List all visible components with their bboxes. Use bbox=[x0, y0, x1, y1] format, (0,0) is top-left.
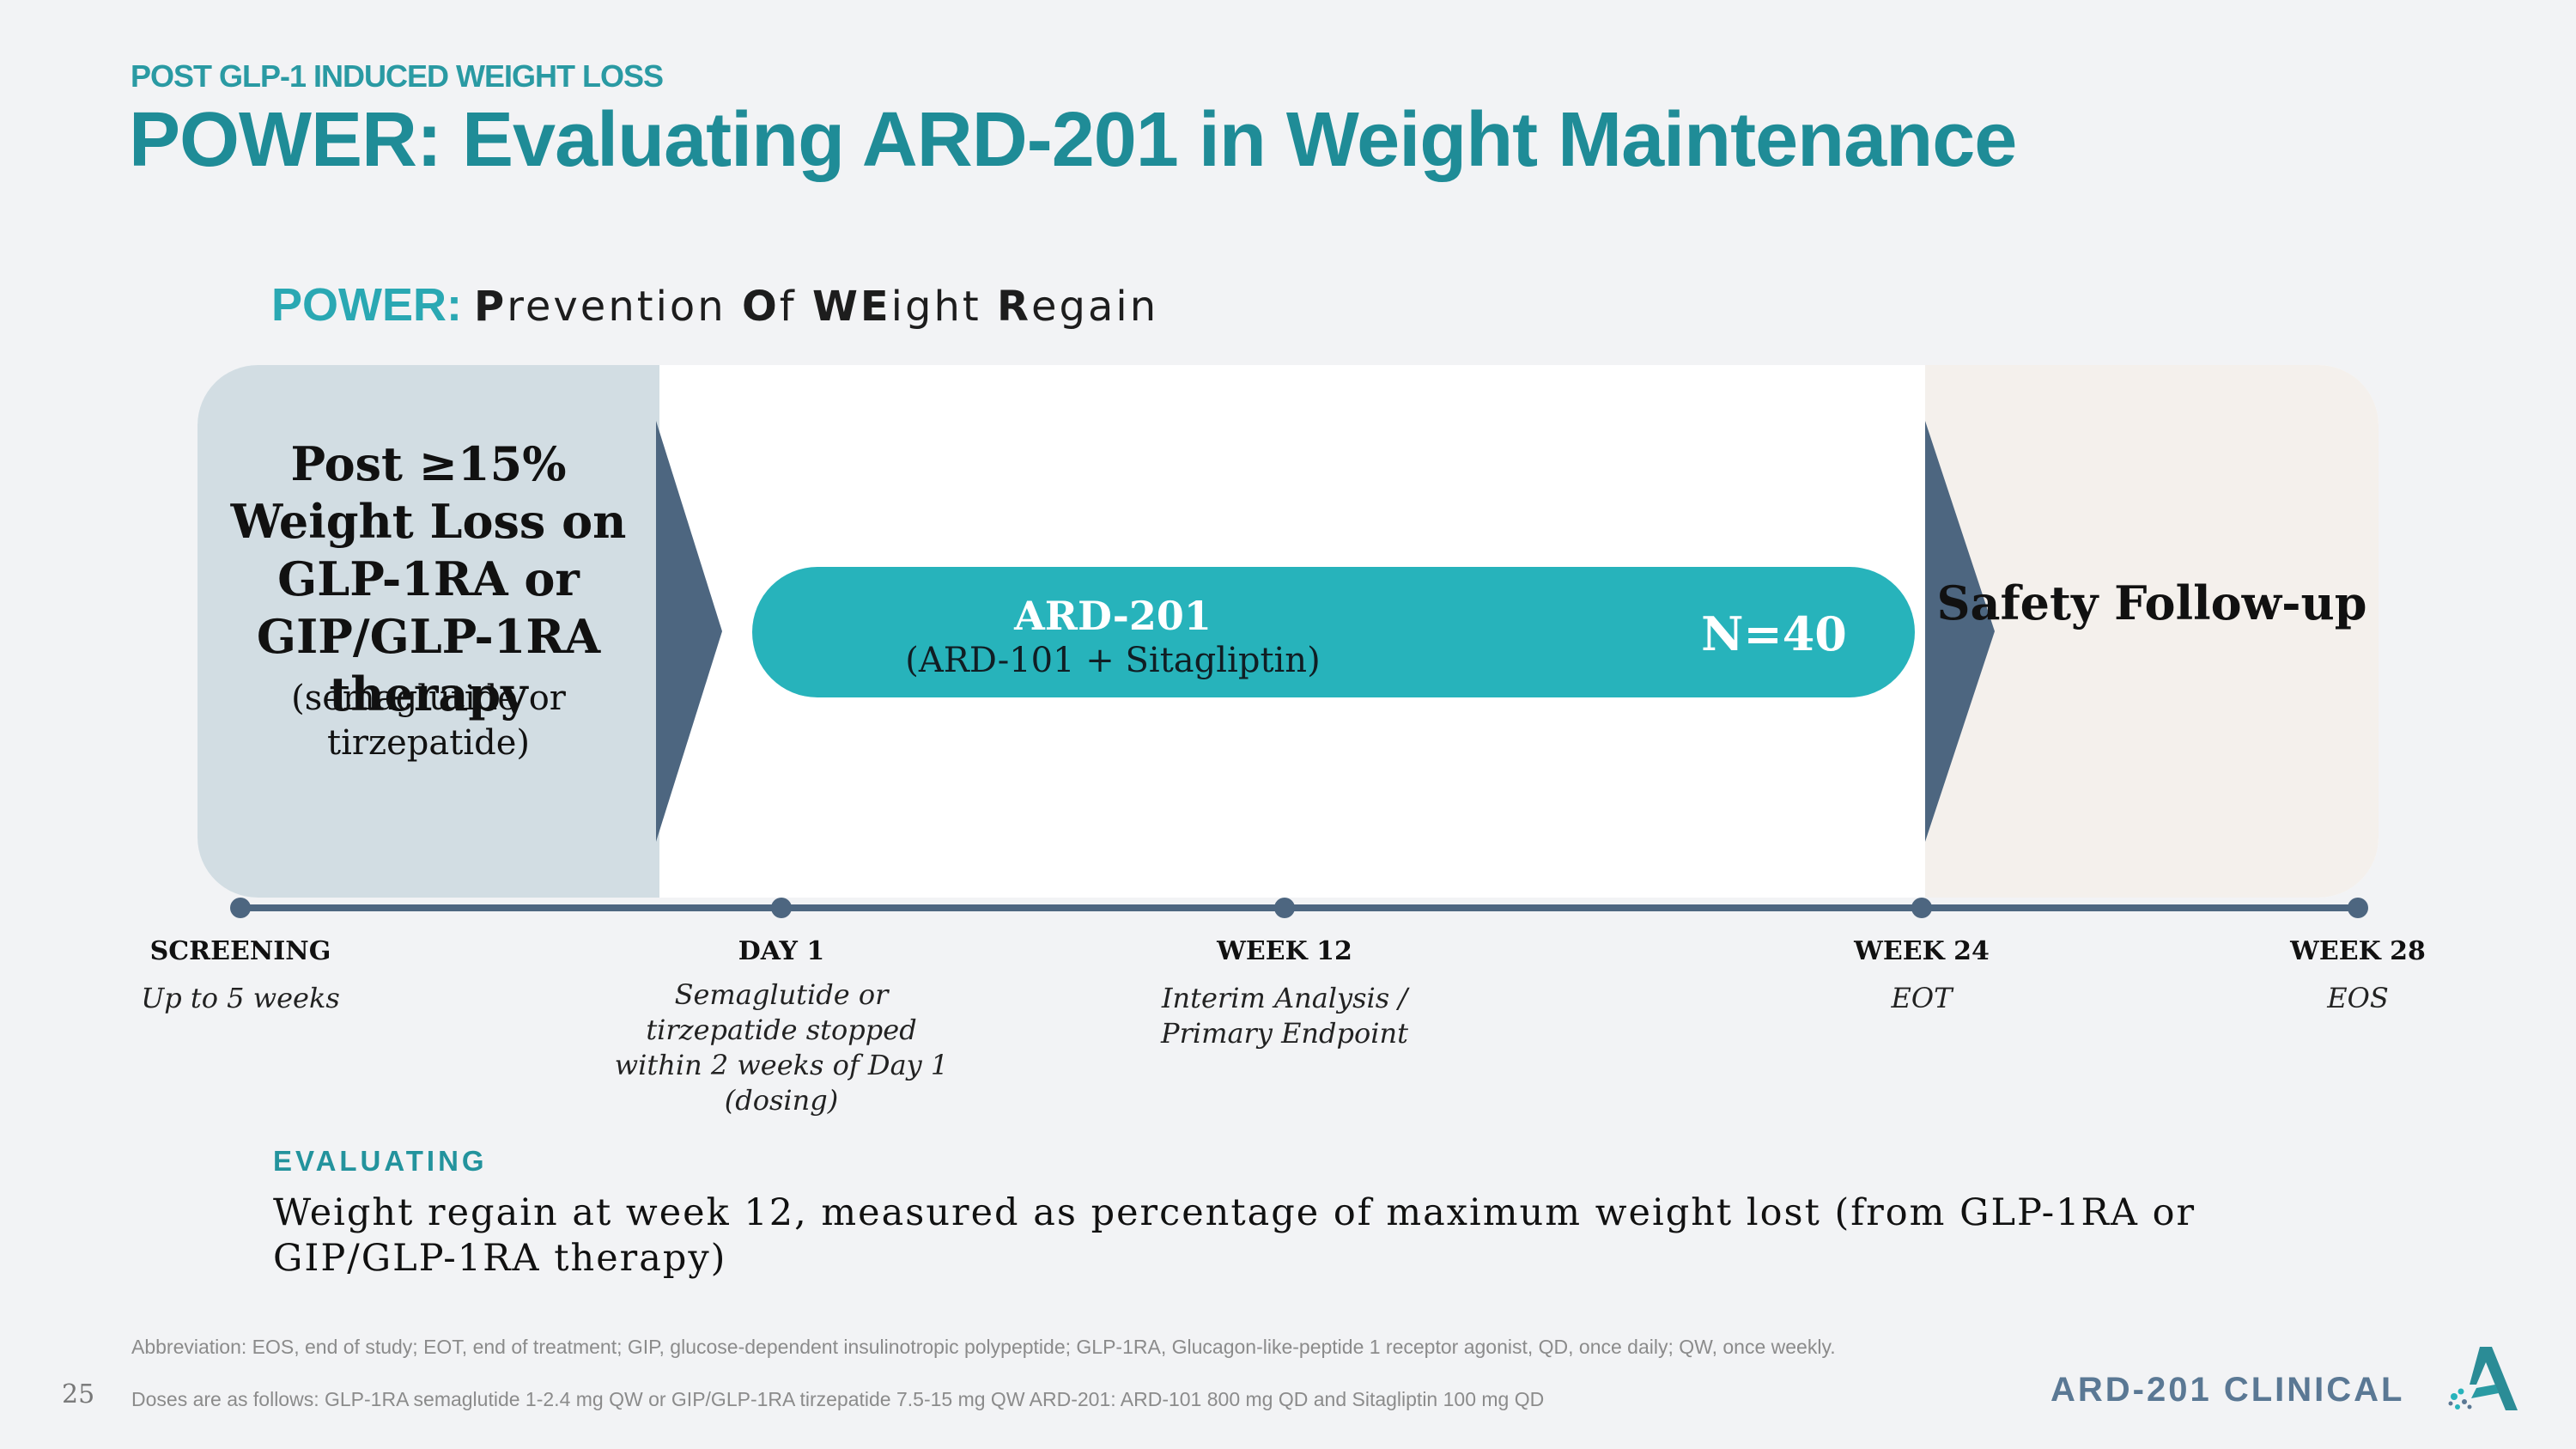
eligibility-title: Post ≥15% Weight Loss on GLP-1RA or GIP/… bbox=[230, 436, 627, 721]
followup-panel bbox=[1925, 365, 2379, 898]
timeline-marker-week28 bbox=[2348, 898, 2368, 918]
timeline-desc-week28: EOS bbox=[2327, 982, 2389, 1014]
section-eyebrow: POST GLP-1 INDUCED WEIGHT LOSS bbox=[131, 58, 664, 94]
timeline-marker-week12 bbox=[1274, 898, 1295, 918]
timeline-label-week24: WEEK 24 bbox=[1854, 936, 1990, 966]
sample-size: N=40 bbox=[1701, 606, 1847, 661]
timeline-desc-screening: Up to 5 weeks bbox=[141, 982, 340, 1014]
arrow-shape-screening bbox=[656, 421, 722, 842]
timeline-label-screening: SCREENING bbox=[149, 936, 331, 966]
timeline-label-day1: DAY 1 bbox=[738, 936, 825, 966]
timeline-marker-screening bbox=[230, 898, 251, 918]
dose-footnote: Doses are as follows: GLP-1RA semaglutid… bbox=[131, 1388, 1545, 1410]
brand-logo-icon bbox=[2448, 1347, 2518, 1410]
arrow-shape-treatment bbox=[1925, 421, 1995, 842]
treatment-name: ARD-201 bbox=[1014, 593, 1212, 639]
eligibility-detail: (semaglutide or tirzepatide) bbox=[291, 679, 566, 763]
page-number: 25 bbox=[62, 1379, 95, 1409]
acronym-expansion: Prevention Of WEight Regain bbox=[474, 283, 1159, 331]
timeline-marker-day1 bbox=[771, 898, 792, 918]
acronym-word: POWER: bbox=[271, 279, 462, 331]
timeline-desc-day1: Semaglutide or tirzepatide stopped withi… bbox=[614, 978, 949, 1117]
timeline-marker-week24 bbox=[1911, 898, 1932, 918]
treatment-pill: ARD-201 (ARD-101 + Sitagliptin) N=40 bbox=[752, 567, 1915, 697]
abbreviation-footnote: Abbreviation: EOS, end of study; EOT, en… bbox=[131, 1336, 1836, 1358]
treatment-detail: (ARD-101 + Sitagliptin) bbox=[905, 641, 1321, 680]
timeline-desc-week24: EOT bbox=[1891, 982, 1953, 1014]
evaluating-heading: EVALUATING bbox=[273, 1145, 488, 1177]
acronym-line: POWER: Prevention Of WEight Regain bbox=[271, 278, 1158, 332]
timeline-label-week12: WEEK 12 bbox=[1217, 936, 1352, 966]
timeline-label-week28: WEEK 28 bbox=[2290, 936, 2426, 966]
page-title: POWER: Evaluating ARD-201 in Weight Main… bbox=[129, 97, 2017, 183]
screening-panel: Post ≥15% Weight Loss on GLP-1RA or GIP/… bbox=[197, 365, 659, 898]
evaluating-text: Weight regain at week 12, measured as pe… bbox=[273, 1191, 2196, 1280]
brand-wordmark: ARD-201 CLINICAL bbox=[2050, 1371, 2405, 1409]
timeline-desc-week12: Interim Analysis / Primary Endpoint bbox=[1161, 982, 1408, 1050]
safety-followup-label: Safety Follow-up bbox=[1936, 575, 2367, 630]
